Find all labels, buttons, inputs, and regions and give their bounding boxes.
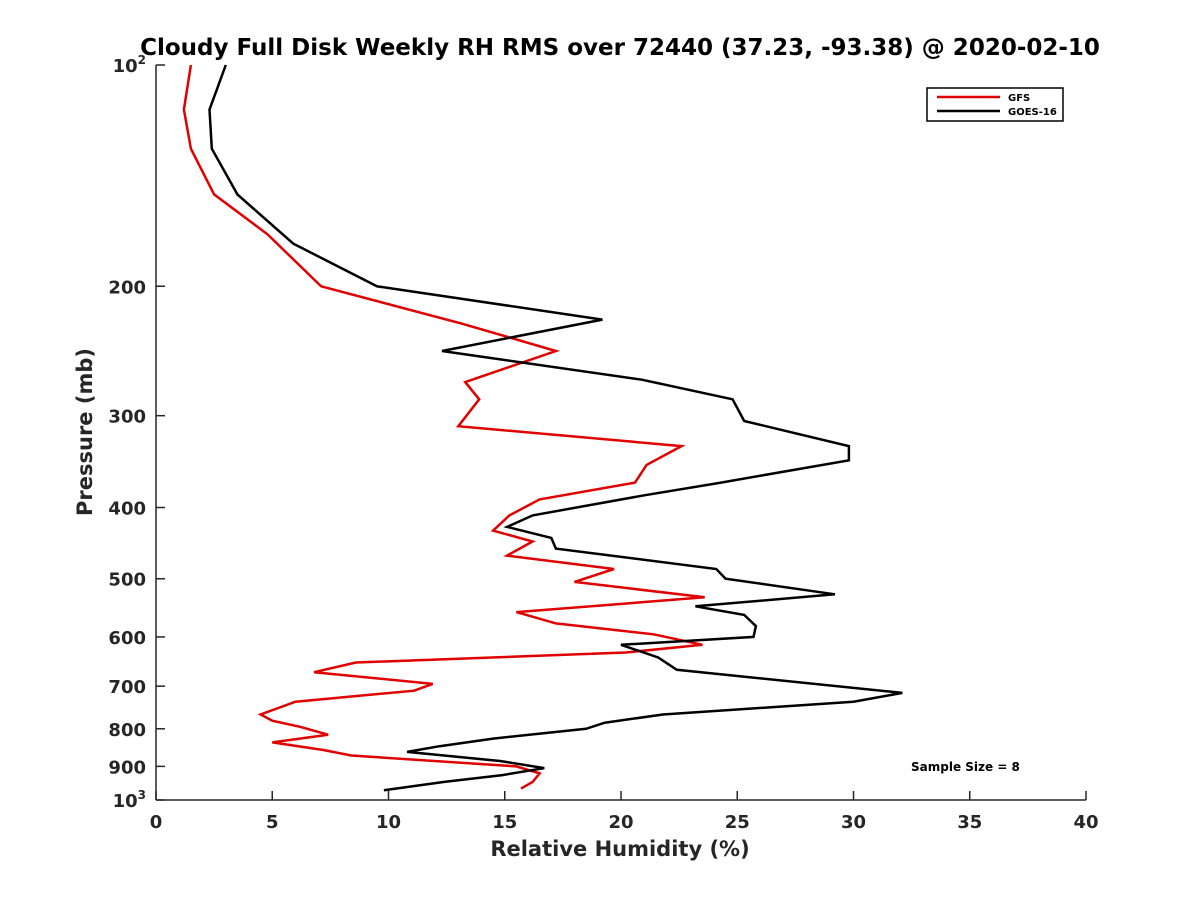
y-tick-label: 800 bbox=[108, 720, 146, 741]
x-tick-label: 35 bbox=[957, 812, 982, 833]
legend-label-goes16: GOES-16 bbox=[1008, 107, 1057, 118]
y-axis-label: Pressure (mb) bbox=[73, 348, 97, 516]
y-tick-label: 900 bbox=[108, 757, 146, 778]
x-tick-label: 0 bbox=[150, 812, 163, 833]
y-tick-label: 102 bbox=[113, 53, 146, 77]
legend-label-gfs: GFS bbox=[1008, 93, 1030, 104]
chart-title: Cloudy Full Disk Weekly RH RMS over 7244… bbox=[140, 35, 1100, 61]
x-ticks: 0 5 10 15 20 25 30 35 40 bbox=[150, 791, 1099, 833]
x-tick-label: 40 bbox=[1073, 812, 1098, 833]
x-tick-label: 15 bbox=[492, 812, 517, 833]
x-tick-label: 20 bbox=[608, 812, 633, 833]
y-tick-label: 500 bbox=[108, 570, 146, 591]
y-ticks: 102 200 300 400 500 600 700 800 900 103 bbox=[108, 53, 165, 812]
y-tick-label: 200 bbox=[108, 277, 146, 298]
sample-size-annotation: Sample Size = 8 bbox=[911, 760, 1020, 774]
series-line-gfs bbox=[182, 64, 705, 790]
series-layer bbox=[182, 64, 903, 792]
y-tick-label: 103 bbox=[113, 788, 146, 812]
y-tick-label: 600 bbox=[108, 628, 146, 649]
y-tick-label: 700 bbox=[108, 677, 146, 698]
y-tick-label: 300 bbox=[108, 407, 146, 428]
x-tick-label: 30 bbox=[841, 812, 866, 833]
x-tick-label: 5 bbox=[266, 812, 279, 833]
y-tick-label: 400 bbox=[108, 499, 146, 520]
legend-box bbox=[926, 87, 1064, 122]
x-tick-label: 25 bbox=[725, 812, 750, 833]
x-axis-label: Relative Humidity (%) bbox=[490, 837, 749, 861]
series-line-goes-16 bbox=[208, 64, 903, 792]
x-tick-label: 10 bbox=[376, 812, 401, 833]
legend: GFS GOES-16 bbox=[926, 87, 1064, 122]
